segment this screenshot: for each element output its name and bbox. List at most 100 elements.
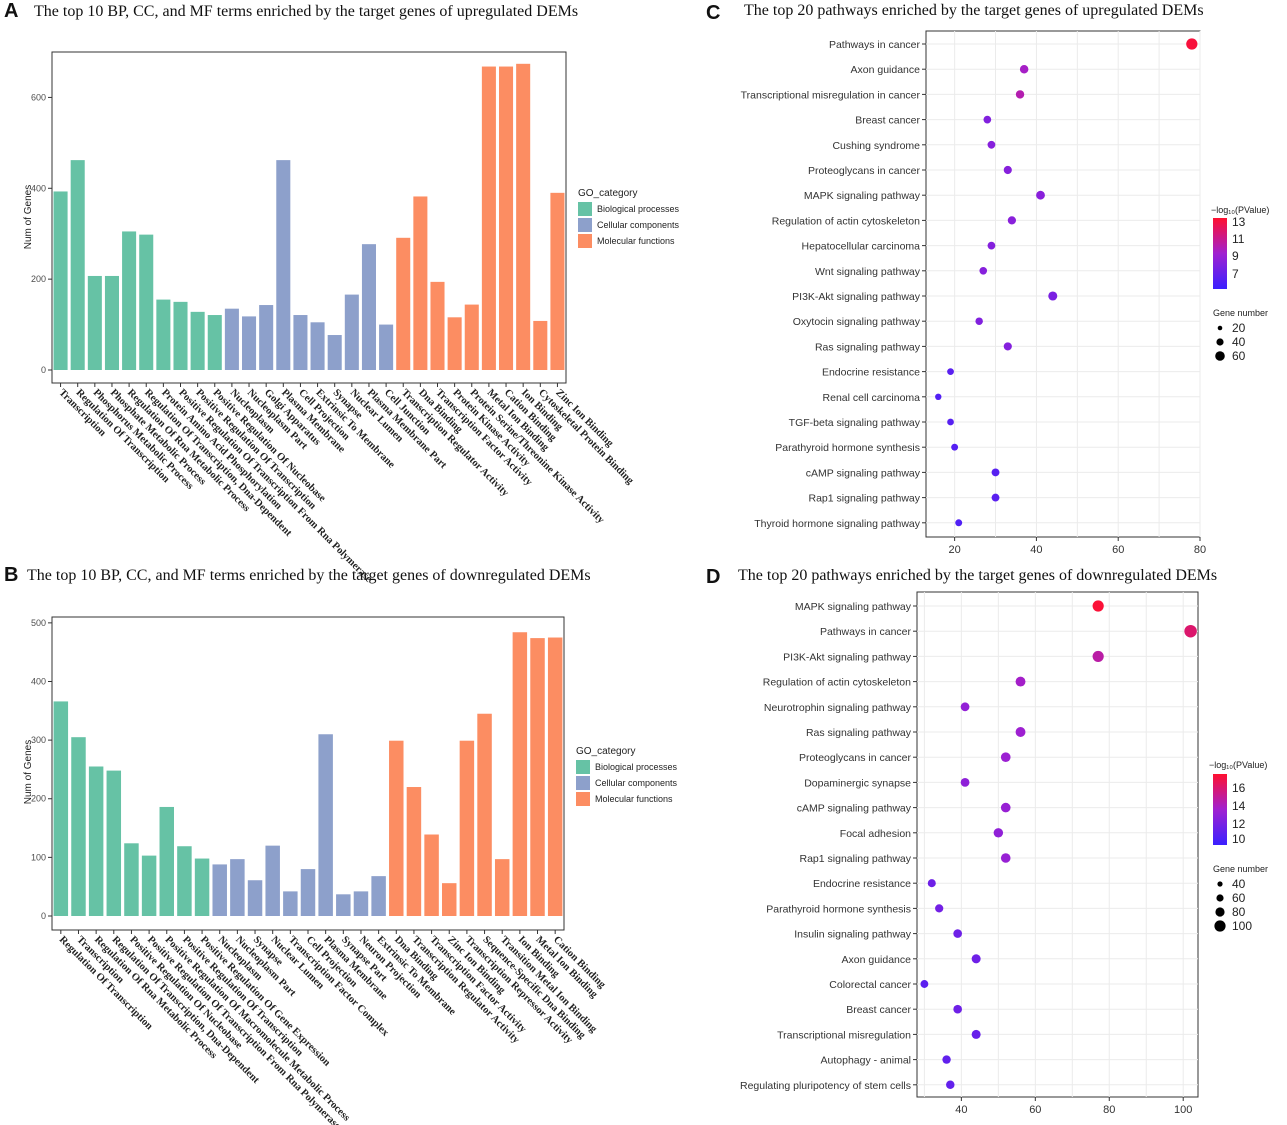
pathway-dot [1015, 727, 1026, 737]
bar [276, 160, 291, 370]
bar [300, 869, 316, 916]
bar [265, 845, 280, 916]
bar [173, 301, 188, 370]
pathway-dot [971, 1029, 981, 1039]
bar [124, 843, 139, 916]
panel-c-color-title: −log₁₀(PValue) [1211, 205, 1269, 215]
pathway-label: Neurotrophin signaling pathway [764, 702, 912, 714]
pathway-dot [927, 879, 936, 888]
bar [379, 324, 394, 370]
y-tick-label: 500 [31, 618, 46, 628]
bar [464, 304, 479, 370]
pathway-label: Focal adhesion [840, 828, 911, 840]
bar [530, 638, 545, 916]
panel-a-legend-title: GO_category [578, 188, 637, 199]
panel-d-size-key: 40 [1232, 877, 1246, 891]
panel-c-dots [935, 38, 1198, 527]
pathway-label: Pathways in cancer [829, 39, 921, 51]
panel-c: C The top 20 pathways enriched by the ta… [706, 2, 1269, 556]
bar [424, 834, 439, 916]
bar [430, 281, 445, 370]
pathway-dot [1003, 165, 1012, 175]
pathway-label: Axon guidance [851, 64, 921, 76]
panel-b: B The top 10 BP, CC, and MF terms enrich… [4, 564, 678, 1125]
pathway-dot [960, 702, 970, 712]
pathway-label: Regulating pluripotency of stem cells [740, 1080, 911, 1092]
panel-a: A The top 10 BP, CC, and MF terms enrich… [4, 0, 680, 585]
bar [87, 275, 102, 370]
panel-d-size-legend: Gene number 40 60 80 100 [1213, 864, 1268, 933]
bar [481, 66, 496, 370]
bar [259, 305, 274, 370]
panel-label-a: A [4, 0, 18, 22]
panel-a-y-title: Num of Genes [23, 185, 34, 249]
panel-c-size-key: 60 [1232, 349, 1246, 363]
bar [106, 770, 122, 916]
pathway-dot [1015, 90, 1025, 99]
bar [344, 294, 359, 370]
bar [247, 880, 263, 916]
pathway-label: Parathyroid hormone synthesis [766, 903, 911, 915]
panel-d-size-title: Gene number [1213, 864, 1268, 874]
bar [159, 806, 174, 916]
panel-d-size-key: 100 [1232, 919, 1252, 933]
panel-d-size-key-dot [1214, 920, 1226, 932]
pathway-dot [1003, 342, 1012, 351]
panel-d-plot-area [916, 591, 1199, 1098]
panel-d-size-key: 80 [1232, 905, 1246, 919]
bar [353, 891, 369, 916]
panel-c-colorbar [1213, 218, 1227, 289]
panel-b-category-labels: Regulation Of TranscriptionTranscription… [57, 930, 608, 1125]
panel-d-color-tick: 16 [1232, 781, 1246, 795]
panel-c-size-legend: Gene number 20 40 60 [1213, 308, 1268, 363]
bar [177, 846, 192, 916]
bar [516, 63, 531, 370]
pathway-label: Colorectal cancer [829, 979, 911, 991]
bar [336, 894, 351, 916]
bar [494, 859, 510, 916]
panel-d-dots [920, 600, 1197, 1090]
bar [70, 160, 85, 370]
y-tick-label: 400 [31, 183, 46, 193]
pathway-dot [1092, 650, 1104, 662]
pathway-dot [991, 493, 1000, 502]
bar [547, 637, 563, 916]
pathway-dot [960, 777, 970, 787]
bar [242, 316, 257, 370]
pathway-dot [987, 140, 996, 149]
pathway-dot [953, 929, 962, 938]
panel-a-legend: GO_category Biological processes Cellula… [578, 188, 680, 248]
pathway-label: PI3K-Akt signaling pathway [783, 651, 912, 663]
bar [122, 231, 137, 370]
panel-c-size-key-dot [1217, 325, 1223, 331]
pathway-dot [1015, 676, 1026, 687]
panel-d-color-tick: 14 [1232, 799, 1246, 813]
panel-c-size-key-dot [1216, 338, 1224, 346]
bar [71, 737, 86, 916]
pathway-label: Parathyroid hormone synthesis [775, 442, 920, 454]
pathway-dot [955, 519, 963, 527]
panel-a-plot-area [51, 51, 567, 384]
pathway-label: Ras signaling pathway [815, 341, 921, 353]
pathway-dot [1036, 190, 1045, 200]
panel-c-x-axis: 20 40 60 80 [949, 537, 1206, 556]
bar [207, 315, 222, 370]
panel-d-size-key: 60 [1232, 891, 1246, 905]
panel-b-legend-title: GO_category [576, 746, 635, 757]
panel-c-pathway-labels: Pathways in cancer Axon guidance Transcrip… [741, 39, 926, 530]
pathway-dot [1019, 64, 1029, 74]
pathway-dot [935, 904, 944, 913]
bar [533, 320, 548, 370]
pathway-dot [951, 443, 959, 451]
bar [406, 787, 422, 916]
pathway-dot [1186, 38, 1198, 50]
bar [361, 244, 376, 370]
panel-d-colorbar [1213, 774, 1227, 845]
pathway-dot [942, 1055, 951, 1064]
bar [190, 311, 205, 370]
pathway-label: Axon guidance [842, 954, 912, 966]
bar [88, 766, 104, 916]
pathway-label: MAPK signaling pathway [795, 601, 912, 613]
